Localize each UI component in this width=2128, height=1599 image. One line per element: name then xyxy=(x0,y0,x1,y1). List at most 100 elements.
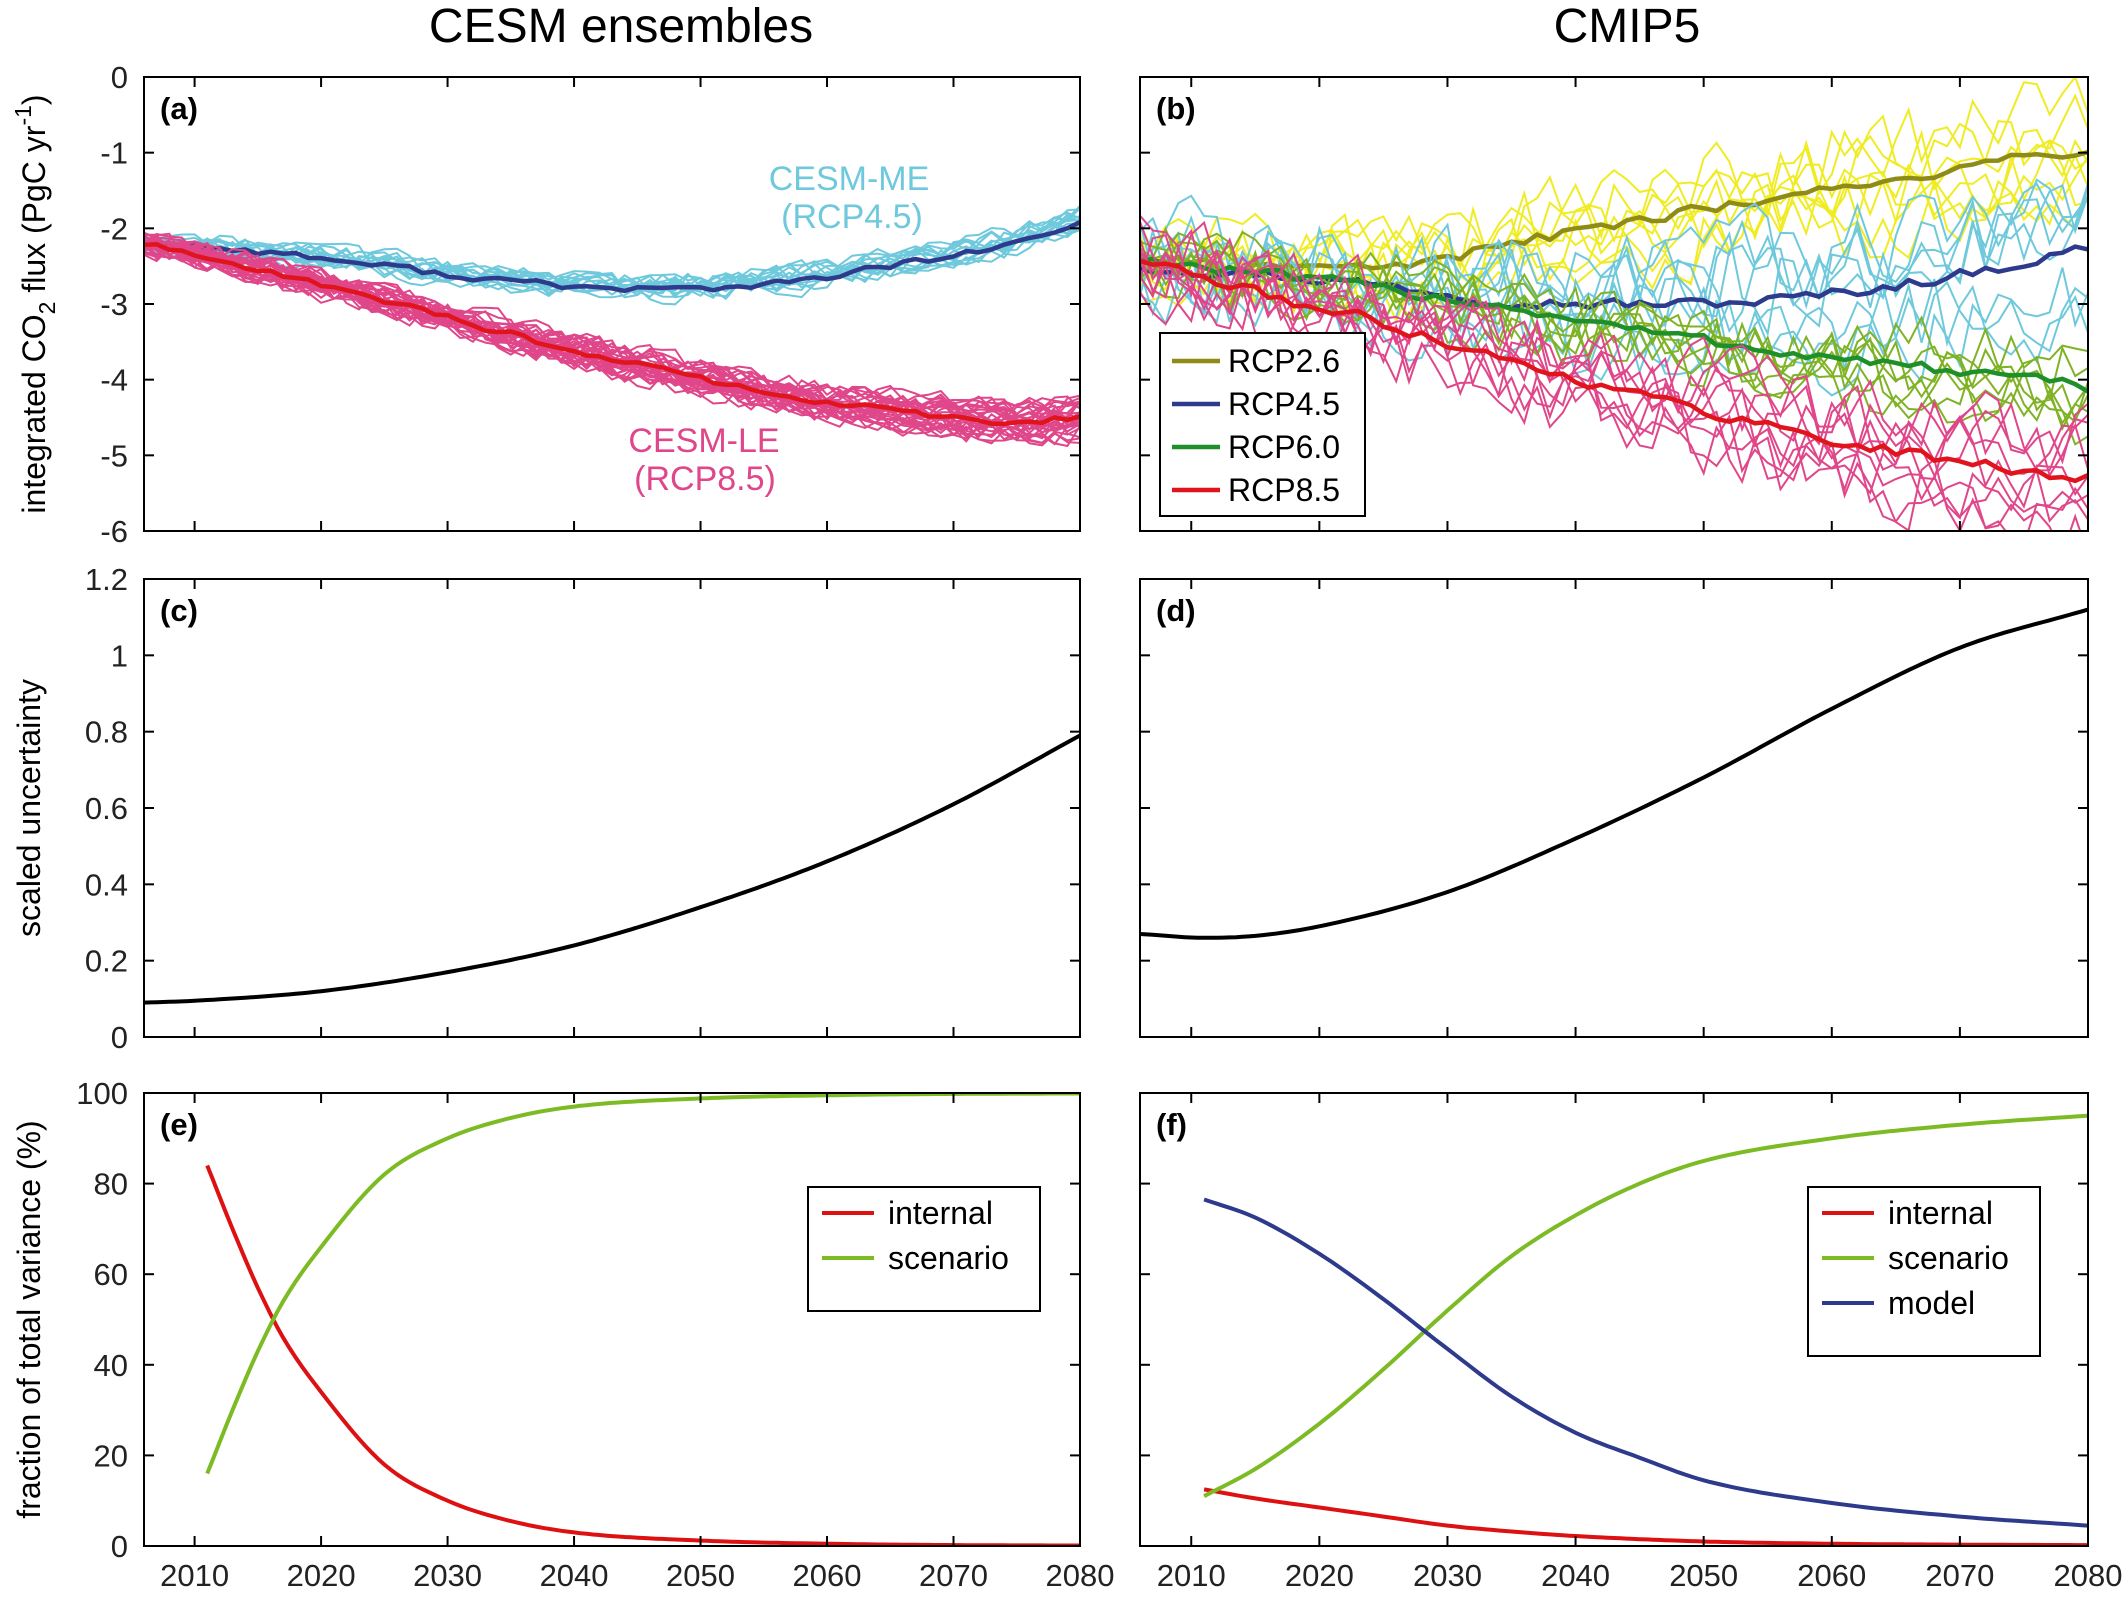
y-tick-label: 1.2 xyxy=(85,562,128,597)
y-tick-label: 1 xyxy=(111,638,128,673)
y-tick-label: 80 xyxy=(94,1167,128,1202)
legend-label: RCP8.5 xyxy=(1228,472,1340,508)
x-tick-label: 2080 xyxy=(2054,1558,2123,1593)
legend-box xyxy=(1159,332,1366,517)
panel-label: (d) xyxy=(1156,593,1196,628)
plot-area xyxy=(1140,77,2088,531)
panel-label: (c) xyxy=(160,593,198,628)
plots: 0 -1 -2 -3 -4 -5 -6 (a) CESM-ME(RCP4.5) CESM-LE(R… xyxy=(10,60,2122,1593)
panel-label: (a) xyxy=(160,91,198,126)
legend-box xyxy=(1807,1186,2041,1357)
x-tick-label: 2010 xyxy=(1157,1558,1226,1593)
y-tick-label: -5 xyxy=(100,438,128,473)
legend-label: scenario xyxy=(1888,1240,2009,1276)
x-tick-label: 2050 xyxy=(666,1558,735,1593)
x-tick-label: 2060 xyxy=(1797,1558,1866,1593)
x-tick-label: 2030 xyxy=(413,1558,482,1593)
ensemble-member-line xyxy=(1140,249,2088,531)
ylabel-part: flux (PgC yr xyxy=(16,125,52,301)
plot-area xyxy=(1203,1113,2088,1546)
ensemble-mean-line xyxy=(1140,256,2088,394)
axes-frame xyxy=(1139,578,2089,1038)
axes-frame xyxy=(1139,1092,2089,1547)
legend-label: RCP2.6 xyxy=(1228,343,1340,379)
series-annotation: (RCP8.5) xyxy=(634,460,776,498)
x-tick-label: 2060 xyxy=(793,1558,862,1593)
x-tick-label: 2080 xyxy=(1046,1558,1115,1593)
y-tick-label: 60 xyxy=(94,1257,128,1292)
y-tick-label: 0.8 xyxy=(85,715,128,750)
series-annotation: (RCP4.5) xyxy=(781,198,923,236)
x-tick-label: 2050 xyxy=(1669,1558,1738,1593)
axes-frame xyxy=(143,76,1081,532)
ensemble-mean-line xyxy=(1140,258,2088,484)
axes-frame xyxy=(143,1092,1081,1547)
legend: internal scenario model xyxy=(1807,1186,2041,1357)
plot-area xyxy=(205,1093,1080,1546)
panel-a: 0 -1 -2 -3 -4 -5 -6 (a) CESM-ME(RCP4.5) CESM-LE(R… xyxy=(10,60,1081,549)
ensemble-member-line xyxy=(1140,215,2088,472)
panel-label: (b) xyxy=(1156,91,1196,126)
y-tick-label: -2 xyxy=(100,211,128,246)
variance-scenario-line xyxy=(1203,1113,2088,1498)
ensemble-member-line xyxy=(144,239,1080,445)
column-title-cmip5: CMIP5 xyxy=(1554,0,1701,53)
y-tick-label: 0.6 xyxy=(85,791,128,826)
panel-label: (e) xyxy=(160,1107,198,1142)
plot-area xyxy=(144,733,1080,1005)
x-tick-label: 2020 xyxy=(287,1558,356,1593)
legend-label: scenario xyxy=(888,1240,1009,1276)
y-tick-label: 20 xyxy=(94,1438,128,1473)
y-tick-label: -3 xyxy=(100,287,128,322)
ylabel-superscript: -1 xyxy=(10,105,36,125)
ylabel-part: integrated CO xyxy=(16,314,52,513)
ensemble-member-line xyxy=(1140,178,2088,332)
legend-label: RCP4.5 xyxy=(1228,386,1340,422)
panel-c: 0 0.2 0.4 0.6 0.8 1 1.2 (c) scaled uncertainty xyxy=(11,562,1081,1055)
ensemble-mean-line xyxy=(144,220,1080,294)
legend-label: internal xyxy=(888,1195,993,1231)
axes-frame xyxy=(1139,76,2089,532)
y-tick-label: 0 xyxy=(111,1020,128,1055)
x-tick-label: 2040 xyxy=(540,1558,609,1593)
panel-f: 2010 2020 2030 2040 2050 2060 2070 2080 (f) inter… xyxy=(1139,1092,2123,1593)
ensemble-member-line xyxy=(1140,240,2088,424)
y-tick-label: 0.4 xyxy=(85,867,128,902)
x-tick-label: 2010 xyxy=(160,1558,229,1593)
ylabel-part: ) xyxy=(16,94,52,105)
y-axis-label: integrated CO2 flux (PgC yr-1) xyxy=(10,94,60,513)
series-annotation: CESM-ME xyxy=(769,160,930,198)
ensemble-member-line xyxy=(1140,231,2088,375)
legend-label: RCP6.0 xyxy=(1228,429,1340,465)
variance-internal-line xyxy=(1203,1487,2088,1546)
ensemble-mean-line xyxy=(144,242,1080,427)
ensemble-member-line xyxy=(1140,221,2088,475)
axes-frame xyxy=(143,578,1081,1038)
ensemble-member-line xyxy=(144,235,1080,426)
x-tick-label: 2070 xyxy=(1925,1558,1994,1593)
y-tick-label: -4 xyxy=(100,363,128,398)
uncertainty-line xyxy=(1140,607,2088,940)
legend-label: model xyxy=(1888,1285,1975,1321)
uncertainty-line xyxy=(144,733,1080,1005)
panel-e: 2010 2020 2030 2040 2050 2060 2070 208002040608… xyxy=(11,1076,1114,1593)
y-tick-label: 40 xyxy=(94,1348,128,1383)
legend: internal scenario xyxy=(807,1186,1041,1312)
y-axis-label: fraction of total variance (%) xyxy=(11,1120,47,1518)
y-axis-label: scaled uncertainty xyxy=(11,679,47,937)
y-tick-label: 0 xyxy=(111,1529,128,1564)
y-tick-label: 0.2 xyxy=(85,944,128,979)
ensemble-member-line xyxy=(144,222,1080,294)
legend-label: internal xyxy=(1888,1195,1993,1231)
y-tick-label: 0 xyxy=(111,60,128,95)
series-annotation: CESM-LE xyxy=(628,422,779,460)
x-tick-label: 2030 xyxy=(1413,1558,1482,1593)
y-tick-label: -1 xyxy=(100,136,128,171)
x-tick-label: 2020 xyxy=(1285,1558,1354,1593)
panel-d: (d) xyxy=(1139,578,2089,1038)
panel-b: (b) RCP2.6 RCP4.5 RCP6.0 RCP8.5 xyxy=(1139,76,2089,532)
x-tick-label: 2070 xyxy=(919,1558,988,1593)
ensemble-member-line xyxy=(1140,238,2088,519)
y-tick-label: 100 xyxy=(76,1076,128,1111)
